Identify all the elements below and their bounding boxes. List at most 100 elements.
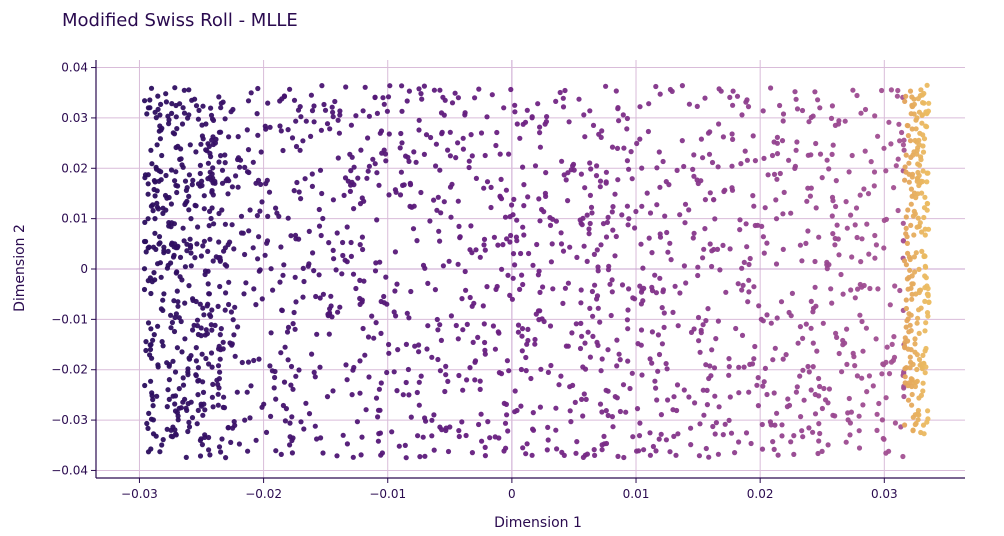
scatter-point [829, 300, 835, 306]
scatter-point [567, 244, 573, 250]
scatter-point [235, 324, 241, 330]
scatter-point [590, 313, 596, 319]
scatter-point [306, 261, 312, 267]
scatter-point [435, 356, 441, 363]
scatter-point [511, 196, 517, 202]
scatter-point [561, 452, 567, 458]
scatter-point [745, 299, 751, 305]
scatter-point [245, 98, 252, 104]
scatter-point [543, 119, 550, 125]
scatter-point [344, 441, 350, 447]
scatter-point [912, 336, 918, 342]
scatter-point [373, 260, 379, 266]
scatter-point [328, 303, 334, 309]
scatter-point [548, 362, 554, 369]
scatter-point [484, 284, 490, 290]
scatter-point [355, 175, 361, 181]
scatter-point [366, 374, 372, 380]
scatter-point [320, 215, 326, 222]
scatter-point [150, 403, 156, 409]
scatter-point [819, 405, 826, 412]
scatter-point [263, 126, 269, 132]
scatter-point [562, 285, 569, 291]
scatter-point [536, 196, 542, 202]
scatter-point [888, 141, 894, 147]
scatter-point [920, 143, 926, 149]
scatter-point [913, 126, 919, 132]
scatter-point [365, 135, 371, 141]
scatter-point [729, 131, 735, 137]
scatter-point [195, 224, 201, 230]
scatter-point [707, 129, 713, 135]
scatter-point [902, 98, 908, 104]
scatter-point [578, 300, 584, 306]
scatter-point [610, 424, 616, 430]
scatter-point [764, 240, 770, 246]
scatter-point [455, 261, 461, 267]
scatter-point [570, 382, 576, 388]
scatter-point [706, 454, 712, 460]
scatter-point [422, 453, 428, 459]
scatter-point [696, 338, 702, 344]
scatter-point [799, 107, 806, 114]
scatter-point [268, 266, 274, 272]
scatter-point [163, 91, 169, 97]
scatter-point [726, 364, 732, 370]
scatter-point [199, 351, 205, 357]
scatter-point [168, 167, 175, 173]
scatter-point [473, 175, 479, 181]
scatter-point [864, 389, 870, 395]
scatter-point [755, 222, 761, 228]
scatter-point [254, 111, 260, 117]
scatter-point [565, 280, 572, 286]
scatter-point [456, 372, 462, 379]
scatter-point [847, 420, 854, 426]
scatter-point [357, 242, 363, 248]
scatter-point [906, 179, 912, 185]
scatter-point [278, 350, 284, 356]
scatter-point [462, 110, 468, 116]
scatter-point [254, 213, 260, 219]
scatter-point [470, 339, 476, 345]
scatter-point [442, 388, 448, 395]
scatter-point [312, 374, 318, 380]
scatter-point [497, 151, 503, 157]
scatter-point [285, 215, 291, 221]
scatter-point [227, 239, 233, 245]
scatter-point [446, 258, 452, 264]
scatter-point [363, 407, 369, 413]
scatter-point [142, 98, 148, 104]
scatter-point [222, 116, 228, 122]
scatter-point [349, 392, 355, 398]
scatter-point [386, 350, 392, 356]
scatter-point [560, 95, 566, 101]
scatter-point [844, 361, 850, 367]
scatter-point [922, 194, 928, 200]
scatter-point [808, 325, 814, 331]
scatter-point [466, 158, 472, 164]
scatter-point [906, 160, 912, 166]
scatter-point [658, 412, 665, 418]
scatter-point [793, 147, 799, 153]
scatter-point [715, 318, 722, 324]
scatter-point [381, 147, 387, 153]
scatter-point [357, 390, 363, 396]
scatter-point [791, 451, 797, 457]
scatter-point [924, 82, 930, 88]
scatter-point [464, 377, 470, 383]
scatter-point [826, 386, 833, 392]
scatter-point [153, 115, 159, 121]
scatter-point [886, 371, 893, 377]
scatter-point [230, 317, 236, 323]
scatter-point [800, 335, 806, 341]
scatter-point [585, 329, 591, 335]
scatter-point [478, 411, 484, 417]
scatter-point [519, 348, 525, 354]
scatter-point [537, 404, 544, 410]
scatter-point [785, 396, 791, 402]
scatter-point [588, 166, 594, 172]
scatter-point [532, 336, 538, 343]
scatter-point [477, 378, 483, 384]
scatter-point [255, 85, 261, 92]
scatter-point [630, 434, 636, 440]
